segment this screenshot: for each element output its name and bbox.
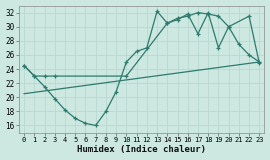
X-axis label: Humidex (Indice chaleur): Humidex (Indice chaleur) — [77, 145, 206, 154]
